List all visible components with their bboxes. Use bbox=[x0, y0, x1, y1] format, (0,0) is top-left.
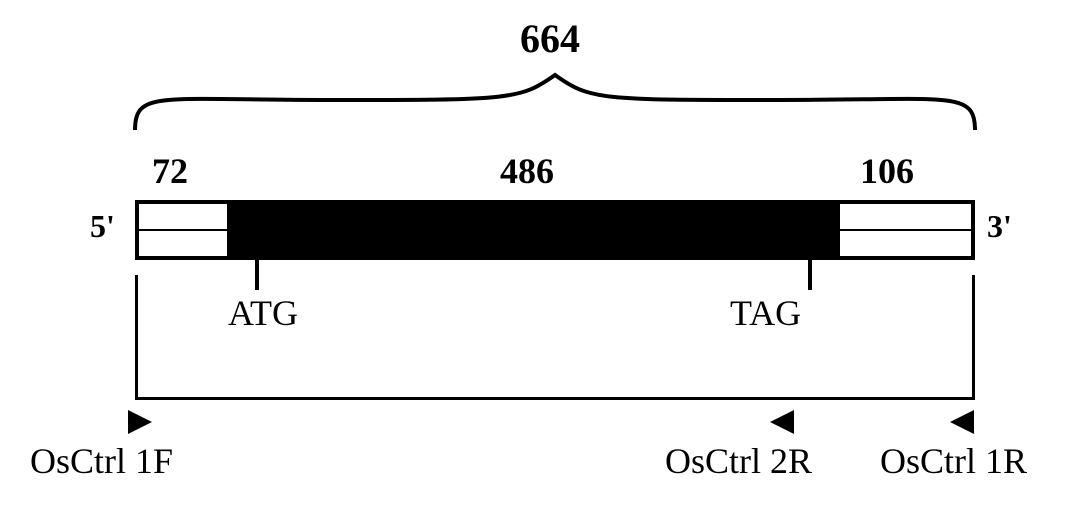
gene-schematic: 664 72 486 106 5' 3' ATG TAG OsCtrl 1F O… bbox=[0, 0, 1068, 524]
primer-1r-label: OsCtrl 1R bbox=[880, 440, 1027, 482]
primer-1r-arrow-icon bbox=[950, 410, 974, 434]
primer-1f-label: OsCtrl 1F bbox=[30, 440, 173, 482]
bar-midline-right bbox=[840, 229, 973, 231]
primer-extent-box bbox=[135, 275, 975, 400]
cds-length-label: 486 bbox=[500, 150, 554, 192]
primer-1f-arrow-icon bbox=[128, 410, 152, 434]
bar-midline-left bbox=[139, 229, 227, 231]
primer-2r-label: OsCtrl 2R bbox=[665, 440, 812, 482]
three-prime-label: 3' bbox=[987, 208, 1012, 245]
five-prime-label: 5' bbox=[90, 208, 115, 245]
utr5-length-label: 72 bbox=[152, 150, 188, 192]
utr3-length-label: 106 bbox=[860, 150, 914, 192]
primer-2r-arrow-icon bbox=[770, 410, 794, 434]
